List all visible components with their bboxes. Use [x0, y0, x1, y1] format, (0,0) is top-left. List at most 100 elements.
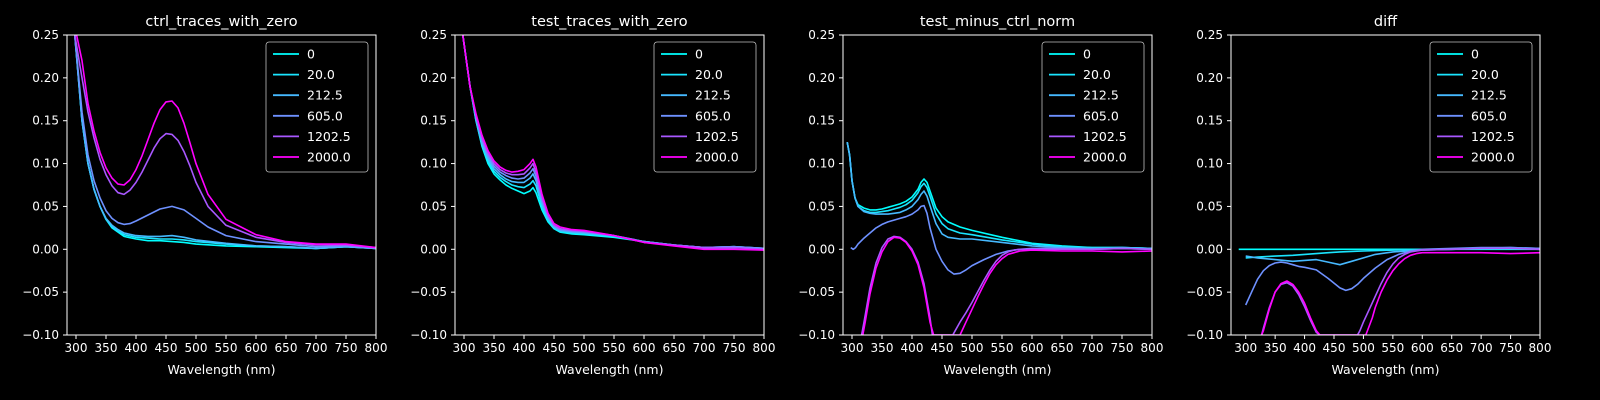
chart-3-ytick-label: 0.10: [808, 157, 835, 171]
chart-4-xtick-label: 650: [1440, 341, 1463, 355]
chart-1-series-line-6: [75, 35, 376, 249]
chart-4-legend-label: 1202.5: [1471, 129, 1515, 144]
chart-3-plot-area: [846, 141, 1152, 335]
chart-4-legend-label: 20.0: [1471, 67, 1499, 82]
chart-4-series-line-4: [1244, 246, 1540, 306]
chart-1-ytick-label: −0.05: [22, 285, 59, 299]
chart-3-ytick-label: 0.20: [808, 71, 835, 85]
chart-1-xlabel: Wavelength (nm): [168, 362, 276, 377]
chart-1-xtick-label: 750: [335, 341, 358, 355]
chart-1-xtick-label: 650: [275, 341, 298, 355]
chart-3-legend-label: 605.0: [1083, 108, 1119, 123]
chart-2-plot-area: [462, 35, 764, 251]
chart-1-legend: 0 20.0 212.5 605.0 1202.5 2000.0: [265, 41, 369, 173]
chart-2-xtick-label: 300: [453, 341, 476, 355]
chart-4-ytick-label: 0.05: [1196, 199, 1223, 213]
chart-3-ytick-label: 0.05: [808, 199, 835, 213]
chart-2-ytick-label: 0.25: [420, 28, 447, 42]
chart-1-ytick-label: 0.10: [32, 157, 59, 171]
chart-3-axes-frame: [842, 34, 1153, 336]
chart-1-ytick-label: 0.00: [32, 242, 59, 256]
chart-1-plot-area: [74, 35, 376, 250]
chart-2-xtick-label: 700: [693, 341, 716, 355]
chart-4-ytick-label: 0.10: [1196, 157, 1223, 171]
chart-3-xtick-label: 350: [871, 341, 894, 355]
chart-1-ytick-label: 0.15: [32, 114, 59, 128]
chart-2-ytick-label: 0.00: [420, 242, 447, 256]
chart-2-xtick-label: 500: [573, 341, 596, 355]
chart-4-xtick-label: 450: [1323, 341, 1346, 355]
chart-3-series-line-6: [862, 236, 1152, 335]
chart-2-xtick-label: 400: [513, 341, 536, 355]
chart-4-plot-area: [1238, 246, 1540, 335]
chart-3-series-line-1: [846, 141, 1152, 250]
chart-2: test_traces_with_zero 300 350 400 450 500 550 6…: [410, 14, 775, 377]
chart-4-legend-label: 212.5: [1471, 88, 1507, 103]
chart-4-ytick-label: −0.05: [1186, 285, 1223, 299]
chart-4-series-line-5: [1260, 247, 1540, 335]
chart-1-ytick-label: 0.20: [32, 71, 59, 85]
chart-1: ctrl_traces_with_zero 300 350 400 450 500 550 6…: [22, 14, 387, 377]
chart-2-xlabel: Wavelength (nm): [556, 362, 664, 377]
chart-3-xtick-label: 450: [931, 341, 954, 355]
chart-2-ytick-label: 0.10: [420, 157, 447, 171]
chart-1-xtick-label: 700: [305, 341, 328, 355]
chart-3-series-line-3: [846, 141, 1152, 250]
chart-4-axes-frame: [1230, 34, 1541, 336]
chart-2-ytick-label: −0.05: [410, 285, 447, 299]
chart-2-ytick-label: 0.20: [420, 71, 447, 85]
chart-1-ytick-label: 0.25: [32, 28, 59, 42]
chart-3-ytick-label: 0.00: [808, 242, 835, 256]
chart-2-axes-frame: [454, 34, 765, 336]
chart-4-xtick-label: 400: [1293, 341, 1316, 355]
chart-2-legend-label: 212.5: [695, 88, 731, 103]
chart-3-xtick-label: 600: [1021, 341, 1044, 355]
chart-3-legend-label: 0: [1083, 47, 1091, 62]
chart-4-xtick-label: 300: [1234, 341, 1257, 355]
chart-3-legend-label: 212.5: [1083, 88, 1119, 103]
chart-4-xlabel: Wavelength (nm): [1332, 362, 1440, 377]
chart-4-series-line-6: [1260, 251, 1540, 335]
chart-1-series-line-5: [74, 35, 376, 249]
chart-3-ytick-label: −0.10: [798, 328, 835, 342]
chart-2-xtick-label: 450: [543, 341, 566, 355]
chart-4-xtick-label: 500: [1352, 341, 1375, 355]
chart-1-xtick-label: 500: [185, 341, 208, 355]
chart-1-xtick-label: 600: [245, 341, 268, 355]
chart-2-legend-label: 1202.5: [695, 129, 739, 144]
chart-3-ytick-label: −0.05: [798, 285, 835, 299]
chart-2-xtick-label: 350: [483, 341, 506, 355]
chart-2-legend-label: 2000.0: [695, 150, 739, 165]
chart-4-xtick-label: 800: [1529, 341, 1552, 355]
chart-1-legend-label: 0: [307, 47, 315, 62]
chart-2-title: test_traces_with_zero: [531, 14, 688, 30]
chart-4-legend-label: 0: [1471, 47, 1479, 62]
chart-4-xtick-label: 700: [1470, 341, 1493, 355]
chart-3-xtick-label: 500: [961, 341, 984, 355]
chart-4-xtick-label: 750: [1499, 341, 1522, 355]
chart-3-legend-label: 2000.0: [1083, 150, 1127, 165]
chart-4-ytick-label: −0.10: [1186, 328, 1223, 342]
chart-4-xtick-label: 550: [1381, 341, 1404, 355]
chart-2-ytick-label: 0.05: [420, 199, 447, 213]
chart-2-xtick-label: 650: [663, 341, 686, 355]
chart-2-legend-label: 20.0: [695, 67, 723, 82]
chart-3-xtick-label: 550: [991, 341, 1014, 355]
chart-4-xtick-label: 600: [1411, 341, 1434, 355]
chart-3-legend: 0 20.0 212.5 605.0 1202.5 2000.0: [1041, 41, 1145, 173]
chart-1-legend-label: 605.0: [307, 108, 343, 123]
chart-3-legend-label: 20.0: [1083, 67, 1111, 82]
chart-1-title: ctrl_traces_with_zero: [145, 14, 297, 30]
chart-3-xtick-label: 750: [1111, 341, 1134, 355]
chart-1-legend-label: 212.5: [307, 88, 343, 103]
chart-1-ytick-label: 0.05: [32, 199, 59, 213]
chart-3-xtick-label: 300: [841, 341, 864, 355]
chart-1-series-line-3: [74, 35, 376, 250]
chart-1-legend-label: 2000.0: [307, 150, 351, 165]
chart-2-legend: 0 20.0 212.5 605.0 1202.5 2000.0: [653, 41, 757, 173]
chart-1-xtick-label: 350: [95, 341, 118, 355]
chart-1-legend-label: 20.0: [307, 67, 335, 82]
chart-2-xtick-label: 600: [633, 341, 656, 355]
chart-2-series-line-6: [462, 35, 764, 251]
chart-3: test_minus_ctrl_norm 300 350 400 450 500 550 60…: [798, 14, 1163, 377]
